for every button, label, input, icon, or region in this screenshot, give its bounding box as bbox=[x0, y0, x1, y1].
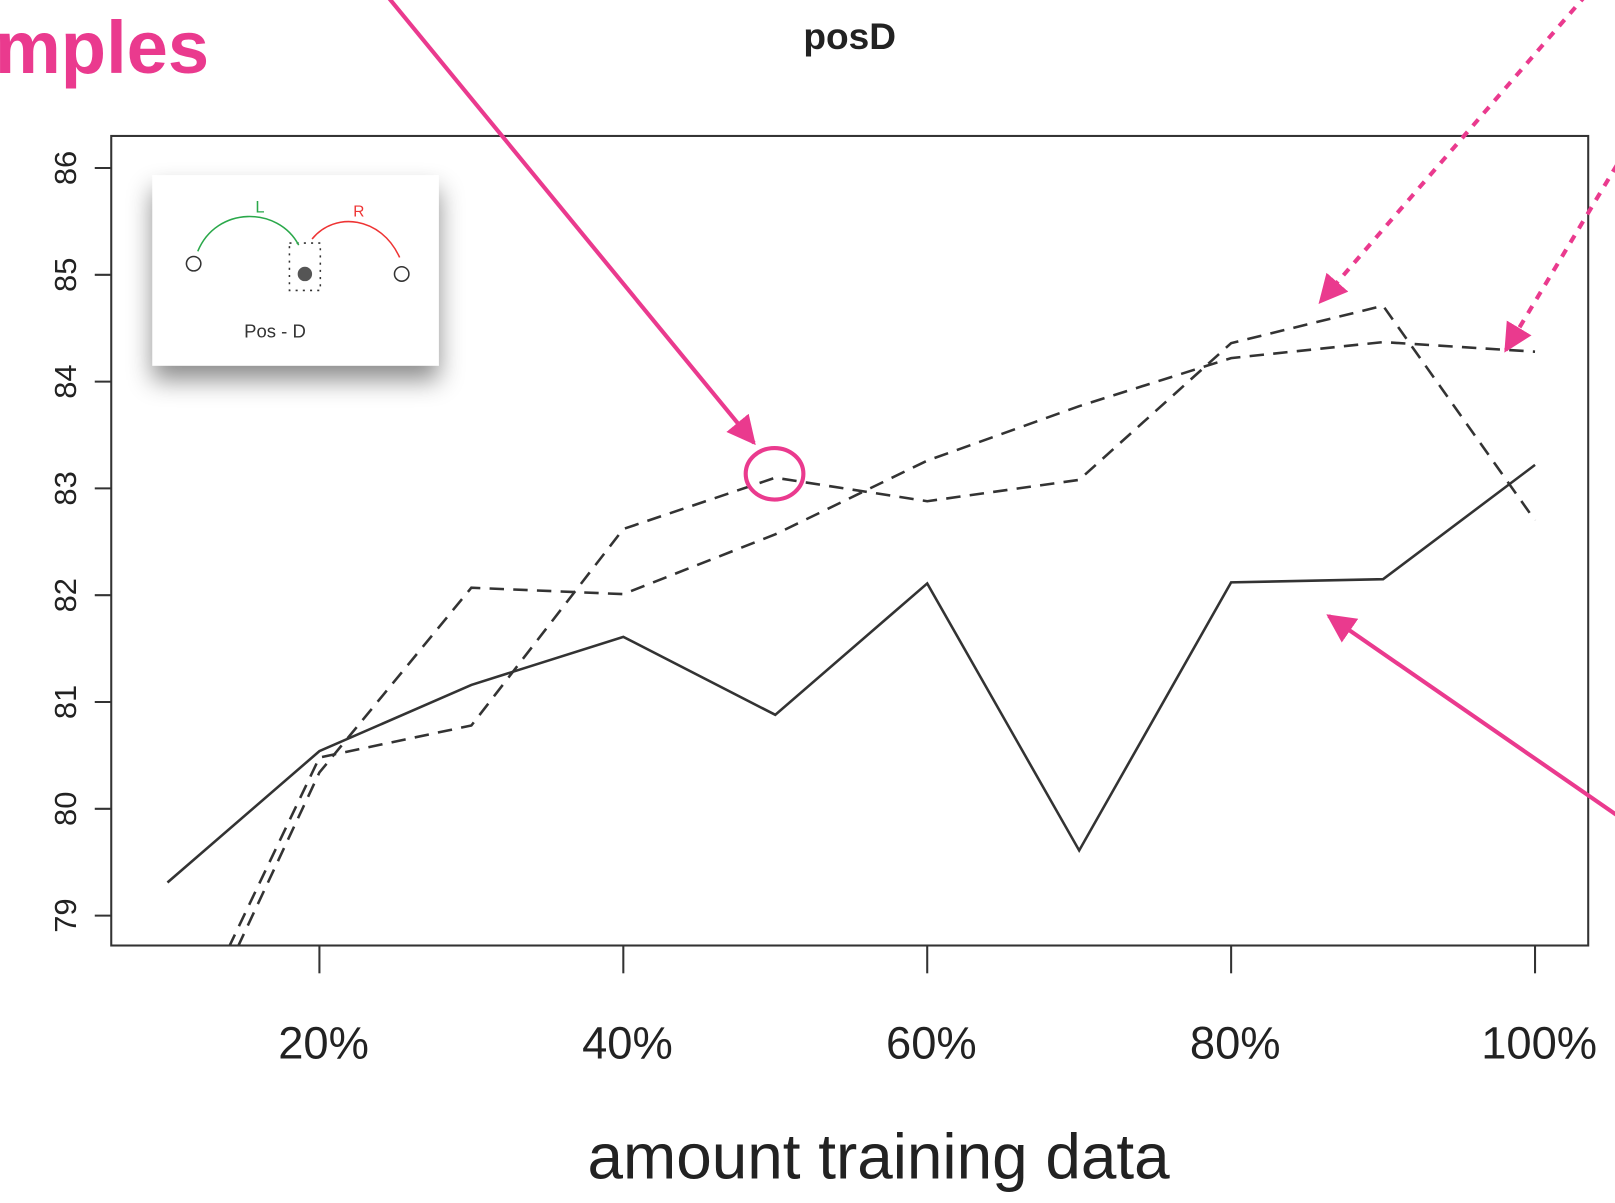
y-tick-label: 84 bbox=[48, 364, 83, 398]
x-tick-label: 80% bbox=[1190, 1017, 1281, 1068]
data-line bbox=[167, 306, 1535, 1076]
arrow bbox=[1320, 0, 1586, 302]
arrow bbox=[1506, 165, 1615, 350]
y-tick-label: 81 bbox=[48, 685, 83, 719]
y-tick-label: 82 bbox=[48, 578, 83, 612]
inset-node bbox=[298, 267, 312, 281]
y-tick-label: 86 bbox=[48, 151, 83, 185]
inset-label: R bbox=[353, 203, 364, 220]
x-axis-label: amount training data bbox=[588, 1121, 1171, 1193]
data-line bbox=[167, 342, 1535, 1097]
highlight-circle bbox=[746, 448, 804, 499]
inset-label: Pos - D bbox=[244, 321, 306, 342]
x-tick-label: 20% bbox=[278, 1017, 369, 1068]
arrow bbox=[1329, 616, 1615, 819]
y-tick-label: 85 bbox=[48, 258, 83, 292]
chart: mples posD amount training data L R Pos … bbox=[0, 0, 1615, 1203]
y-tick-label: 83 bbox=[48, 471, 83, 505]
page: {"chart_data": {"type": "line", "slide_h… bbox=[0, 0, 1615, 1203]
data-line bbox=[167, 465, 1535, 883]
chart-title: posD bbox=[803, 15, 896, 57]
x-tick-label: 40% bbox=[582, 1017, 673, 1068]
inset-label: L bbox=[255, 198, 264, 216]
x-tick-label: 60% bbox=[886, 1017, 977, 1068]
x-tick-label: 100% bbox=[1481, 1017, 1597, 1068]
annotations bbox=[386, 0, 1615, 819]
y-tick-label: 79 bbox=[48, 898, 83, 932]
arrow bbox=[386, 0, 754, 443]
slide-heading: mples bbox=[0, 6, 209, 89]
inset: L R Pos - D bbox=[152, 175, 438, 366]
y-tick-label: 80 bbox=[48, 792, 83, 826]
plot-area bbox=[167, 306, 1535, 1097]
